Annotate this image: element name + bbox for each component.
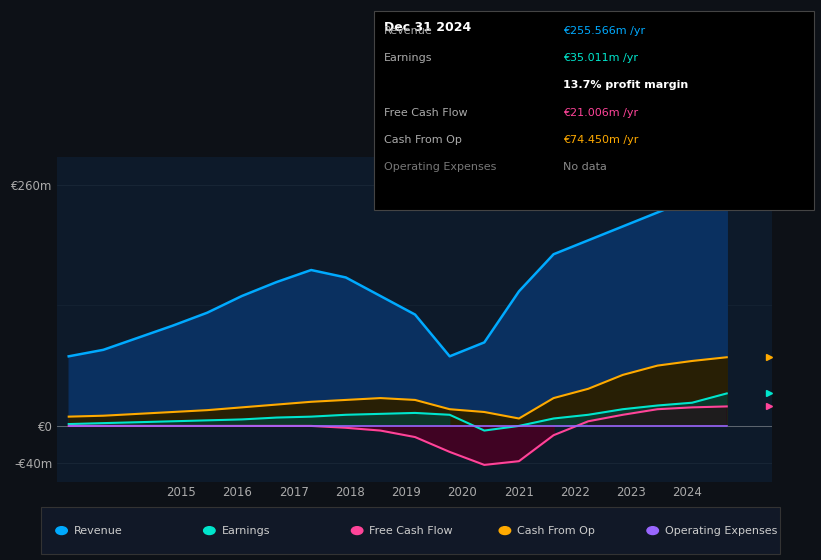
- Text: Earnings: Earnings: [384, 53, 433, 63]
- Text: Revenue: Revenue: [384, 26, 433, 36]
- Text: €35.011m /yr: €35.011m /yr: [563, 53, 638, 63]
- Text: Earnings: Earnings: [222, 526, 270, 535]
- Text: €21.006m /yr: €21.006m /yr: [563, 108, 639, 118]
- Text: No data: No data: [563, 162, 607, 172]
- Text: Cash From Op: Cash From Op: [384, 134, 462, 144]
- Text: Free Cash Flow: Free Cash Flow: [384, 108, 468, 118]
- Text: 13.7% profit margin: 13.7% profit margin: [563, 81, 689, 91]
- Text: Revenue: Revenue: [74, 526, 122, 535]
- Text: Operating Expenses: Operating Expenses: [665, 526, 777, 535]
- Text: Cash From Op: Cash From Op: [517, 526, 595, 535]
- Text: Dec 31 2024: Dec 31 2024: [384, 21, 471, 34]
- Text: Operating Expenses: Operating Expenses: [384, 162, 497, 172]
- Text: €74.450m /yr: €74.450m /yr: [563, 134, 639, 144]
- Text: Free Cash Flow: Free Cash Flow: [369, 526, 453, 535]
- Text: €255.566m /yr: €255.566m /yr: [563, 26, 645, 36]
